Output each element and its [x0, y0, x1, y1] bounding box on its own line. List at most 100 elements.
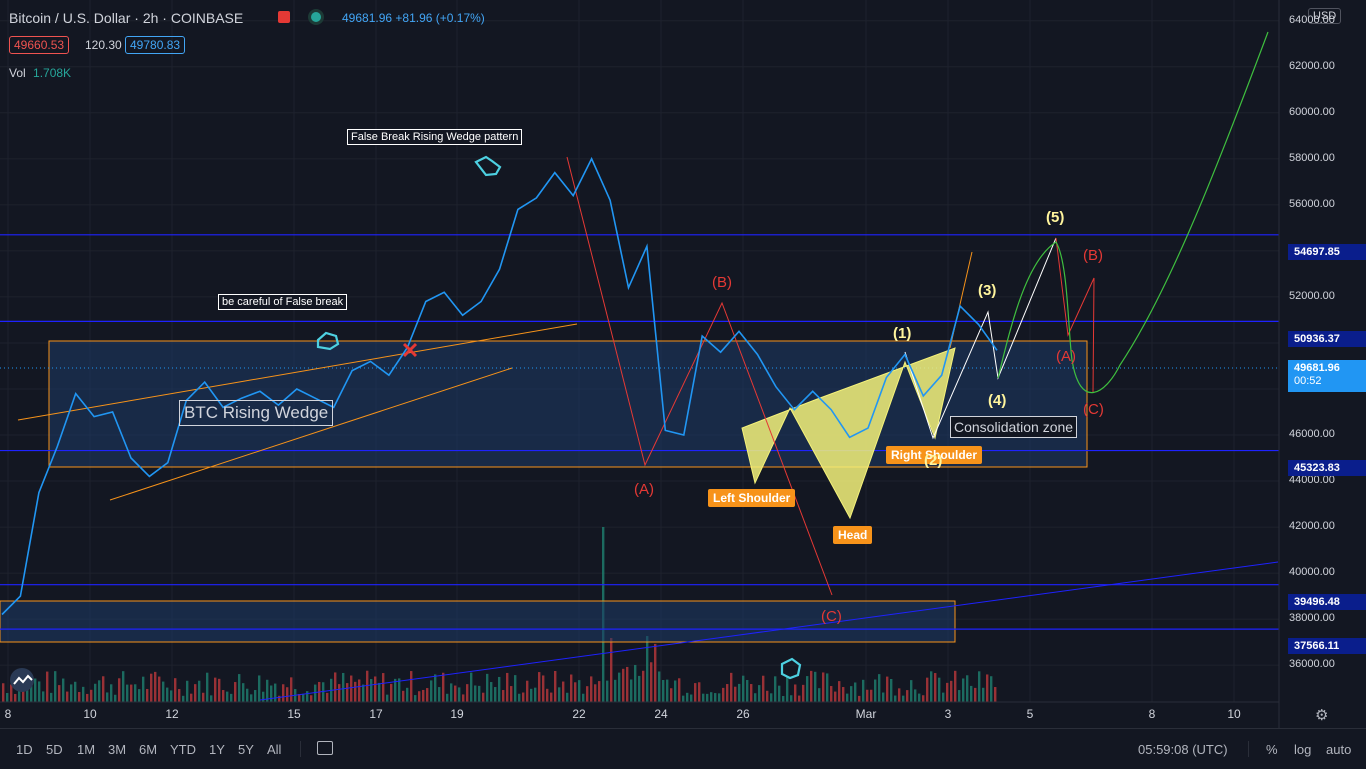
volume-bar — [90, 689, 93, 702]
volume-bar — [314, 684, 317, 702]
timeframe-5d[interactable]: 5D — [46, 742, 63, 757]
bid-price[interactable]: 49660.53 — [9, 36, 70, 54]
log-scale-toggle[interactable]: log — [1294, 742, 1312, 757]
volume-bar — [974, 687, 977, 702]
volume-bar — [106, 692, 109, 702]
x-tick-label: 8 — [1148, 707, 1156, 721]
volume-bar — [806, 676, 809, 702]
volume-bar — [378, 682, 381, 702]
diagonal-support-line — [259, 561, 1279, 701]
y-tick-label: 42000.00 — [1289, 520, 1335, 533]
timeframe-all[interactable]: All — [267, 742, 282, 757]
volume-bar — [538, 672, 541, 702]
volume-bar — [522, 692, 525, 702]
volume-bar — [578, 680, 581, 702]
volume-bar — [622, 668, 625, 702]
volume-bar — [774, 676, 777, 702]
volume-bar — [614, 679, 617, 702]
wave-label-5: (5) — [1046, 209, 1065, 226]
volume-bar — [206, 672, 209, 702]
level-tag-50936: 50936.37 — [1288, 331, 1366, 347]
volume-bar — [158, 676, 161, 702]
volume-bar — [754, 693, 757, 702]
percent-scale-toggle[interactable]: % — [1266, 742, 1278, 757]
volume-bar — [302, 693, 305, 702]
x-tick-label: 24 — [654, 707, 668, 721]
currency-button[interactable]: USD — [1308, 8, 1342, 24]
volume-bar — [762, 675, 765, 702]
timeframe-ytd[interactable]: YTD — [170, 742, 196, 757]
volume-bar — [814, 671, 817, 702]
volume-bar — [234, 682, 237, 702]
volume-bar — [438, 687, 441, 702]
volume-bar — [22, 688, 25, 702]
volume-bar — [386, 694, 389, 702]
timeframe-6m[interactable]: 6M — [139, 742, 158, 757]
ask-price[interactable]: 49780.83 — [125, 36, 186, 54]
volume-bar — [490, 682, 493, 702]
volume-bar — [298, 693, 301, 702]
volume-bar — [786, 677, 789, 702]
volume-bar — [526, 680, 529, 702]
volume-bar — [474, 685, 477, 702]
wave-label-a2: (A) — [1056, 348, 1076, 365]
timeframe-1m[interactable]: 1M — [77, 742, 96, 757]
horizontal-levels — [0, 234, 1279, 630]
y-tick-label: 60000.00 — [1289, 105, 1335, 118]
auto-scale-toggle[interactable]: auto — [1326, 742, 1352, 757]
chart-settings-gear-icon[interactable]: ⚙ — [1315, 707, 1329, 724]
y-tick-label: 46000.00 — [1289, 428, 1335, 440]
volume-bar — [426, 688, 429, 702]
volume-bar — [42, 691, 45, 702]
volume-bar — [802, 684, 805, 702]
volume-bar — [790, 695, 793, 702]
x-tick-label: 26 — [736, 707, 750, 721]
level-tag-37566: 37566.11 — [1288, 638, 1366, 654]
volume-bar — [982, 687, 985, 702]
abc-projection-red — [1055, 237, 1095, 394]
volume-bar — [306, 691, 309, 702]
volume-bar — [370, 679, 373, 702]
wave-label-c1: (C) — [821, 608, 842, 625]
volume-bar — [590, 676, 593, 702]
volume-bar — [694, 683, 697, 702]
volume-bar — [414, 695, 417, 702]
price-chart[interactable] — [0, 0, 1366, 728]
volume-bar — [178, 689, 181, 702]
volume-bar — [194, 684, 197, 702]
utc-clock[interactable]: 05:59:08 (UTC) — [1138, 742, 1228, 757]
volume-bar — [118, 678, 121, 702]
date-range-icon[interactable] — [317, 741, 333, 755]
volume-bar — [230, 693, 233, 702]
tradingview-logo-icon — [10, 668, 34, 692]
volume-bar — [722, 687, 725, 702]
y-tick-label: 56000.00 — [1289, 197, 1335, 210]
volume-bar — [398, 678, 401, 702]
wave-label-a1: (A) — [634, 481, 654, 498]
volume-bar — [846, 693, 849, 702]
timeframe-1d[interactable]: 1D — [16, 742, 33, 757]
volume-bar — [210, 695, 213, 702]
timeframe-5y[interactable]: 5Y — [238, 742, 254, 757]
timeframe-1y[interactable]: 1Y — [209, 742, 225, 757]
volume-bar — [390, 683, 393, 702]
volume-bar — [402, 690, 405, 702]
flag-icon[interactable] — [278, 11, 290, 23]
symbol-title[interactable]: Bitcoin / U.S. Dollar · 2h · COINBASE — [9, 10, 244, 26]
volume-bar — [766, 690, 769, 702]
volume-bar — [674, 680, 677, 702]
symbol-exchange: COINBASE — [170, 10, 244, 26]
volume-bar — [598, 681, 601, 702]
volume-bar — [858, 695, 861, 702]
volume-bar — [250, 694, 253, 702]
volume-bar — [758, 685, 761, 702]
price-change: +81.96 (+0.17%) — [395, 11, 485, 25]
volume-bar — [514, 675, 517, 702]
volume-bar — [170, 690, 173, 702]
x-tick-label: Mar — [855, 707, 877, 721]
volume-bar — [954, 670, 957, 702]
timeframe-3m[interactable]: 3M — [108, 742, 127, 757]
volume-bar — [30, 683, 33, 702]
bottom-toolbar: 1D 5D 1M 3M 6M YTD 1Y 5Y All 05:59:08 (U… — [0, 728, 1366, 769]
volume-bar — [434, 674, 437, 702]
